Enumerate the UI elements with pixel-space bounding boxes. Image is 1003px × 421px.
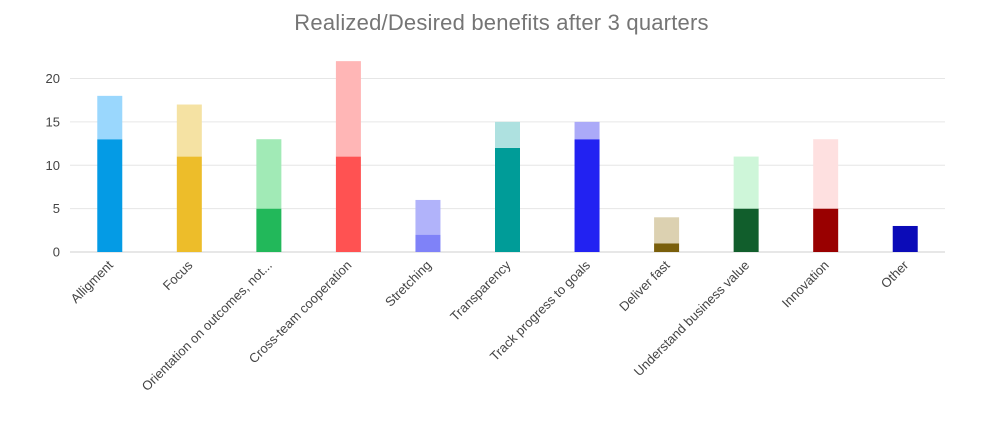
bar-desired-9 [813, 139, 839, 209]
bar-realized-9 [813, 208, 839, 252]
y-tick-label-15: 15 [46, 114, 60, 129]
y-axis-ticks: 0 5 10 15 20 [46, 71, 60, 260]
bar-realized-8 [733, 208, 759, 252]
bar-desired-3 [335, 61, 361, 157]
bar-desired-5 [495, 121, 520, 148]
bar-desired-4 [415, 199, 441, 235]
x-category-label-1: Focus [160, 257, 196, 293]
x-category-label-5: Transparency [447, 257, 514, 324]
x-category-label-7: Deliver fast [616, 257, 673, 314]
bar-realized-5 [495, 147, 520, 252]
x-category-label-2: Orientation on outcomes, not... [139, 258, 275, 394]
bar-realized-3 [335, 156, 361, 252]
bar-realized-6 [574, 139, 600, 252]
x-category-label-9: Innovation [779, 258, 832, 311]
bar-realized-0 [97, 139, 123, 252]
bar-desired-7 [654, 217, 680, 244]
bar-realized-2 [256, 208, 282, 252]
bar-realized-1 [176, 156, 202, 252]
chart-title: Realized/Desired benefits after 3 quarte… [294, 10, 709, 35]
bar-desired-6 [574, 121, 600, 140]
bar-realized-10 [892, 225, 918, 252]
y-tick-label-5: 5 [53, 201, 60, 216]
bar-realized-7 [654, 243, 680, 252]
y-tick-label-10: 10 [46, 158, 60, 173]
bar-desired-0 [97, 95, 123, 140]
x-category-label-4: Stretching [382, 258, 434, 310]
bar-desired-8 [733, 156, 759, 209]
x-category-label-0: Alligment [67, 257, 116, 306]
bar-desired-1 [176, 104, 202, 157]
bar-realized-4 [415, 234, 441, 252]
bars [97, 61, 918, 252]
x-category-label-10: Other [878, 257, 912, 291]
y-tick-label-20: 20 [46, 71, 60, 86]
bar-desired-2 [256, 139, 282, 209]
y-tick-label-0: 0 [53, 245, 60, 260]
